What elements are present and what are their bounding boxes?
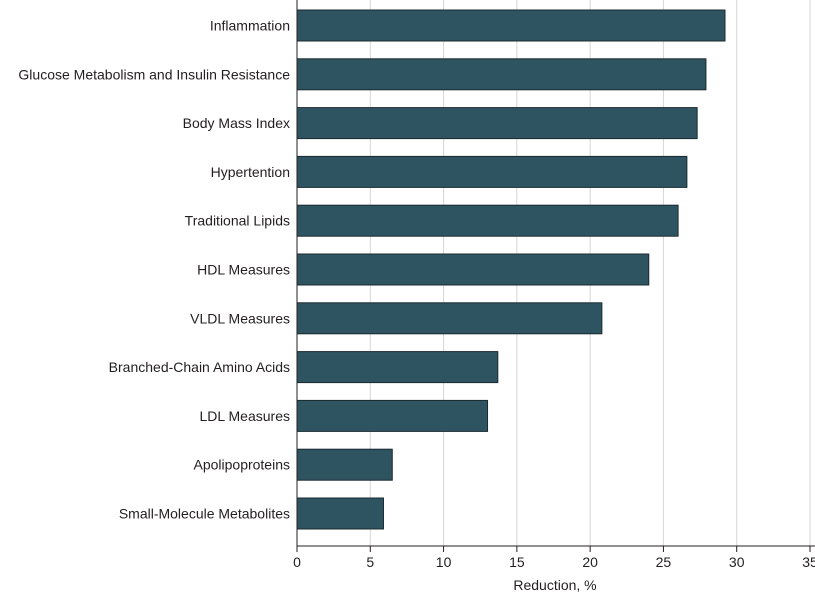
x-axis-title: Reduction, % — [513, 577, 596, 593]
category-label: Inflammation — [210, 18, 290, 34]
x-tick-label: 10 — [436, 554, 452, 570]
category-label: LDL Measures — [199, 408, 290, 424]
category-label: Branched-Chain Amino Acids — [109, 359, 290, 375]
category-label: Glucose Metabolism and Insulin Resistanc… — [18, 66, 290, 82]
bar — [296, 107, 698, 140]
bar — [296, 204, 679, 237]
category-label: VLDL Measures — [190, 310, 290, 326]
category-label: HDL Measures — [197, 262, 290, 278]
x-tick-label: 0 — [293, 554, 301, 570]
bars — [296, 9, 726, 530]
x-tick-label: 5 — [366, 554, 374, 570]
category-label: Body Mass Index — [183, 115, 290, 131]
bar — [296, 399, 489, 432]
axes — [296, 0, 815, 552]
bar — [296, 497, 384, 530]
bar — [296, 155, 688, 188]
x-tick-label: 35 — [802, 554, 815, 570]
bar — [296, 302, 603, 335]
bar — [296, 448, 393, 481]
bar — [296, 351, 499, 384]
category-label: Apolipoproteins — [193, 457, 290, 473]
x-tick-label: 15 — [509, 554, 525, 570]
x-tick-label: 30 — [729, 554, 745, 570]
category-label: Hypertention — [211, 164, 290, 180]
bar — [296, 58, 707, 91]
category-label: Traditional Lipids — [185, 213, 290, 229]
x-tick-label: 25 — [656, 554, 672, 570]
bar — [296, 9, 726, 42]
category-label: Small-Molecule Metabolites — [119, 506, 290, 522]
x-tick-labels: 0 5 10 15 20 25 30 35 — [293, 554, 815, 570]
bar — [296, 253, 650, 286]
x-tick-label: 20 — [582, 554, 598, 570]
category-labels: Inflammation Glucose Metabolism and Insul… — [18, 18, 290, 522]
